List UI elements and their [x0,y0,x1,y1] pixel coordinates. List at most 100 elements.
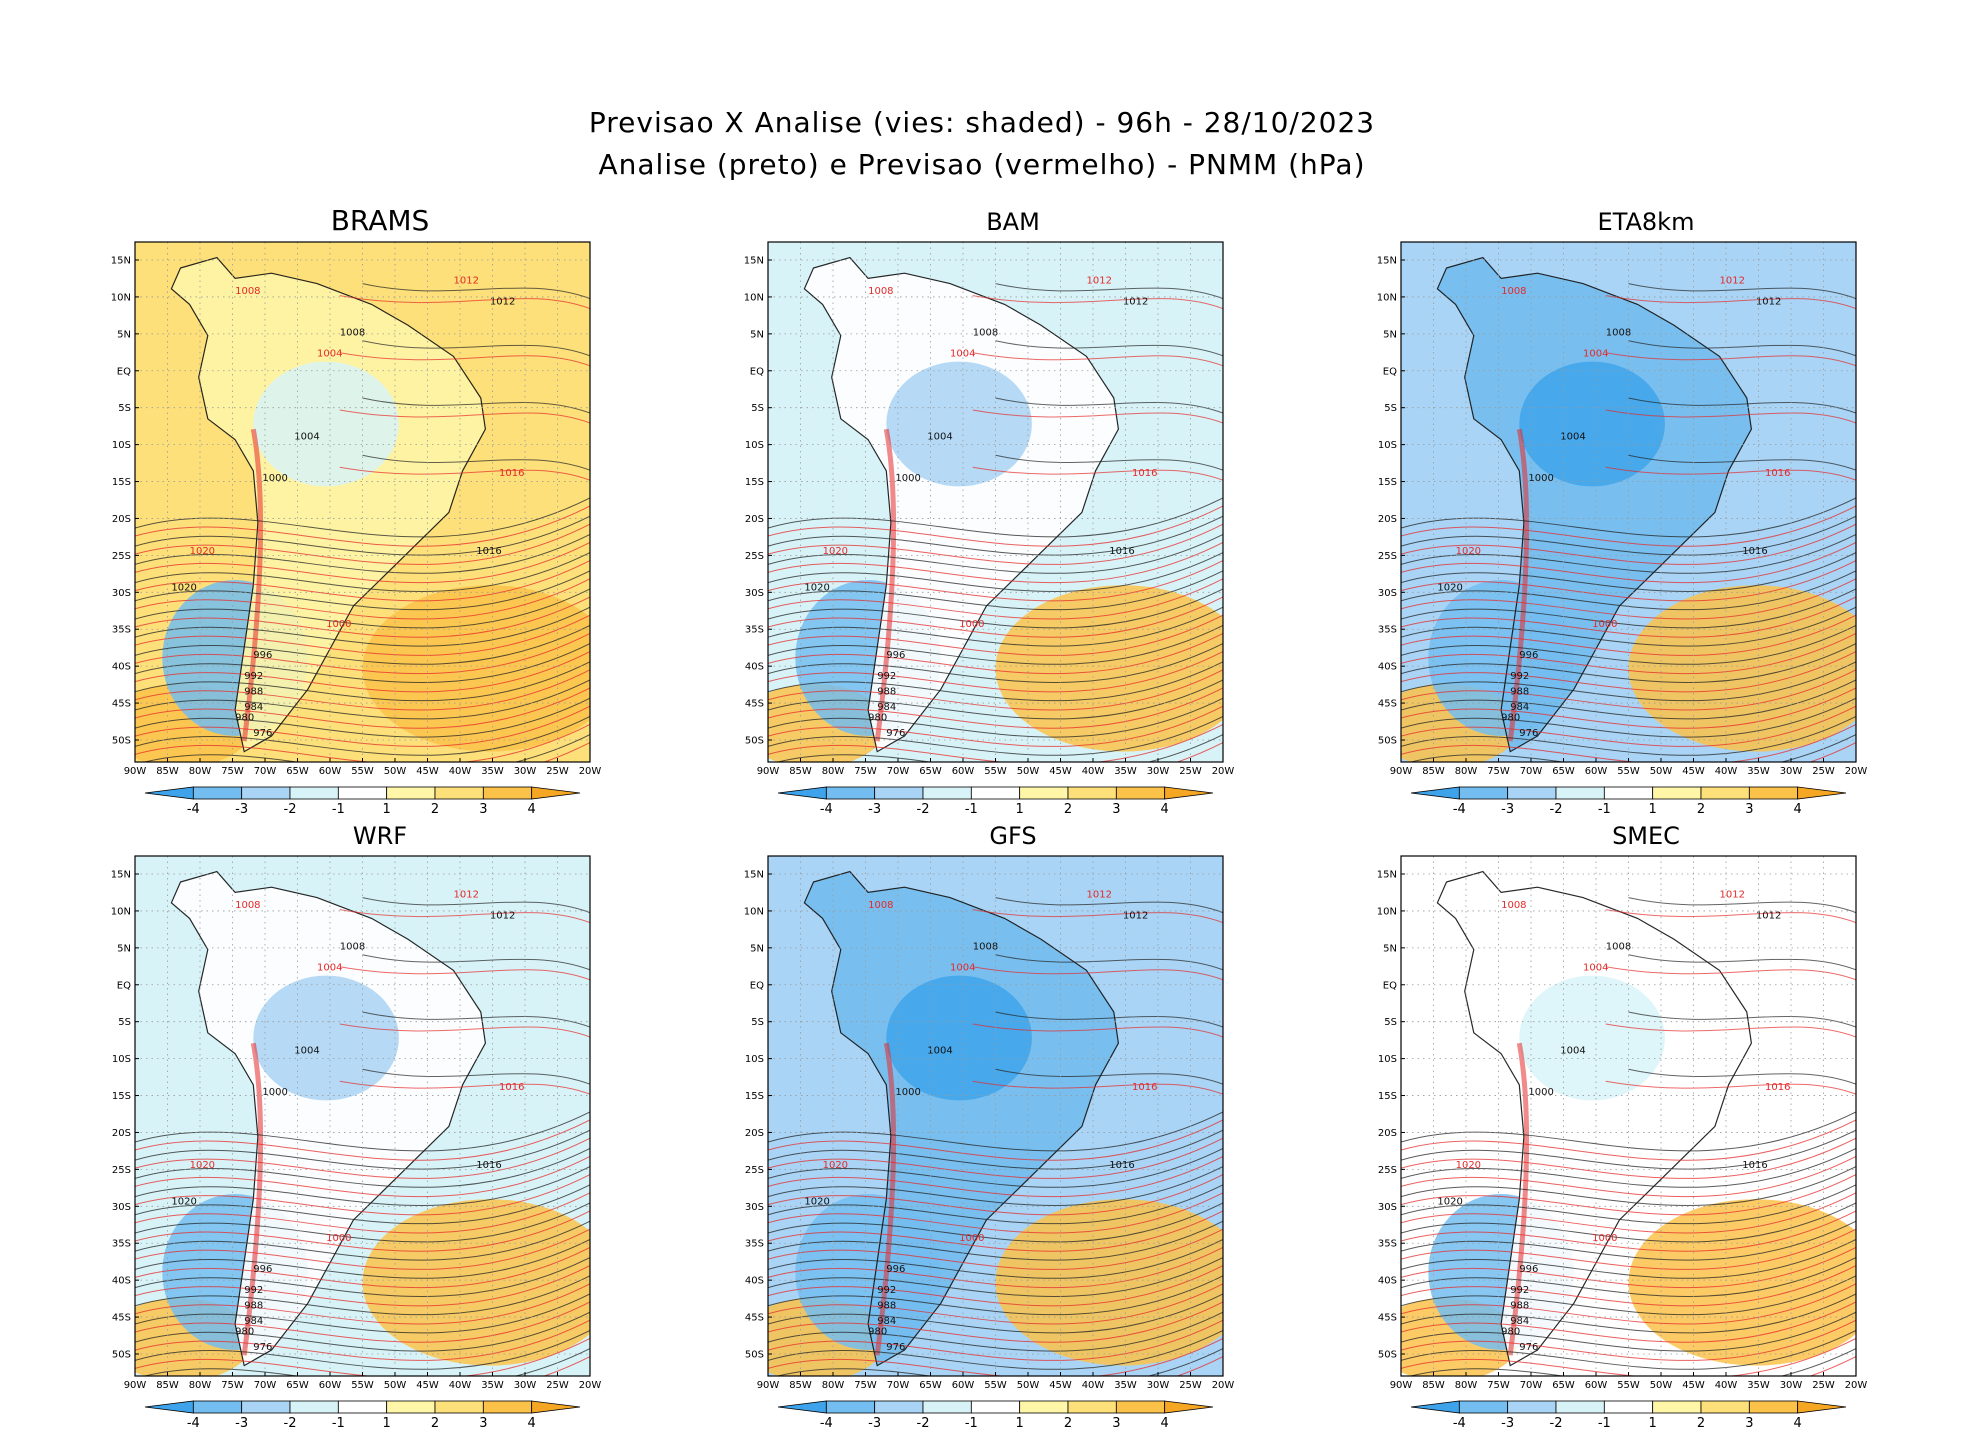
lon-label: 50W [384,766,407,777]
isobar-forecast [1401,705,1856,747]
isobar-label-analysis: 976 [253,728,272,739]
lon-label: 65W [286,1380,309,1391]
isobar-analysis [1401,588,1856,629]
colorbar-segment [1555,1400,1605,1414]
colorbar-segment [241,786,291,800]
lon-label: 25W [546,1380,569,1391]
colorbar-tick-label: 3 [479,1416,487,1431]
isobar-analysis [768,661,1223,702]
panel-title: BRAMS [330,204,430,237]
isobar-analysis [768,1147,1223,1188]
isobar-forecast [1605,295,1856,310]
isobar-analysis [768,715,1223,756]
isobar-forecast [135,1119,590,1161]
colorbar-tick-label: 4 [528,1416,536,1431]
isobar-forecast [1401,560,1856,602]
colorbar-tick-label: 2 [1064,1416,1072,1431]
colorbar-tick-label: 1 [1016,1416,1024,1431]
lat-label: 25S [112,1165,131,1176]
lat-label: 15S [745,477,764,488]
colorbar-segment [1410,1400,1460,1414]
isobar-analysis [362,954,590,971]
lon-label: 25W [1179,766,1202,777]
isobar-label-forecast: 1008 [1501,900,1526,911]
isobar-forecast [768,1192,1223,1234]
isobar-forecast [768,632,1223,675]
isobar-label-analysis: 1020 [1437,582,1462,593]
lon-label: 75W [1487,766,1510,777]
lon-label: 45W [1049,766,1072,777]
lat-label: 40S [745,662,764,673]
isobar-forecast [135,1283,590,1325]
lat-label: 50S [745,736,764,747]
lon-label: 65W [919,766,942,777]
colorbar-tick-label: 2 [1697,1416,1705,1431]
isobar-analysis [135,606,590,647]
isobar-forecast [768,1119,1223,1161]
isobar-forecast [1605,409,1856,424]
isobar-analysis [1401,715,1856,756]
isobar-forecast [135,651,590,693]
isobar-label-forecast: 1012 [1087,276,1112,287]
lat-label: 5N [1383,943,1397,954]
isobar-label-analysis: 1012 [1123,910,1148,921]
lon-label: 35W [1747,1380,1770,1391]
isobar-forecast [339,1023,590,1038]
isobar-analysis [1401,1238,1856,1279]
andes-isobars [241,1042,264,1356]
panel-smec: SMEC 1012 1008 1004 1000 1016 996 992 988 984 980… [1366,822,1926,1432]
colorbar-segment [1410,786,1460,800]
isobar-forecast [1401,1301,1856,1343]
isobar-analysis [1401,515,1856,556]
isobar-label-forecast: 1016 [1132,468,1157,479]
colorbar-segment [289,1400,339,1414]
lon-label: 70W [887,1380,910,1391]
isobar-forecast [768,1228,1223,1270]
lat-label: 5S [1384,403,1397,414]
isobar-label-analysis: 1004 [294,432,319,443]
colorbar-segment [289,786,339,800]
bias-region [995,1199,1223,1366]
isobar-analysis [135,1311,590,1352]
isobar-label-analysis: 996 [253,650,272,661]
isobar-label-analysis: 1012 [1123,296,1148,307]
isobar-analysis [1628,897,1856,914]
isobar-analysis [1401,497,1856,538]
isobar-analysis [995,1011,1223,1028]
isobar-analysis [1401,1166,1856,1206]
isobar-analysis [768,697,1223,738]
lon-label: 75W [1487,1380,1510,1391]
lat-label: 15N [1377,256,1397,267]
andes-isobars [1507,428,1530,742]
isobar-label-forecast: 1000 [959,619,984,630]
title-line-2: Analise (preto) e Previsao (vermelho) - … [598,148,1366,181]
isobar-analysis [768,1202,1223,1243]
colorbar-segment [1603,1400,1654,1414]
isobar-analysis [1628,954,1856,971]
isobar-analysis [1628,340,1856,357]
isobar-label-analysis: 984 [244,702,263,713]
isobar-analysis [1401,679,1856,720]
isobar-analysis [768,1129,1223,1170]
lat-label: 5N [1383,329,1397,340]
lat-label: 15S [1378,1091,1397,1102]
isobar-forecast [135,596,590,638]
isobar-label-analysis: 996 [886,1264,905,1275]
lat-label: 40S [745,1276,764,1287]
colorbar-tick-label: -3 [868,802,881,817]
isobar-label-analysis: 1020 [171,582,196,593]
isobar-label-analysis: 1000 [262,1087,287,1098]
isobar-label-analysis: 976 [886,728,905,739]
lat-label: EQ [117,366,131,377]
isobar-analysis [1401,1220,1856,1261]
isobar-analysis [768,1220,1223,1261]
isobar-analysis [768,1329,1223,1370]
colorbar-tick-label: 4 [1794,1416,1802,1431]
lon-label: 90W [1390,1380,1413,1391]
bias-region [362,1199,590,1366]
colorbar-segment [386,1400,436,1414]
isobar-forecast [339,966,590,981]
isobar-forecast [339,466,590,481]
isobar-forecast [1401,1283,1856,1325]
